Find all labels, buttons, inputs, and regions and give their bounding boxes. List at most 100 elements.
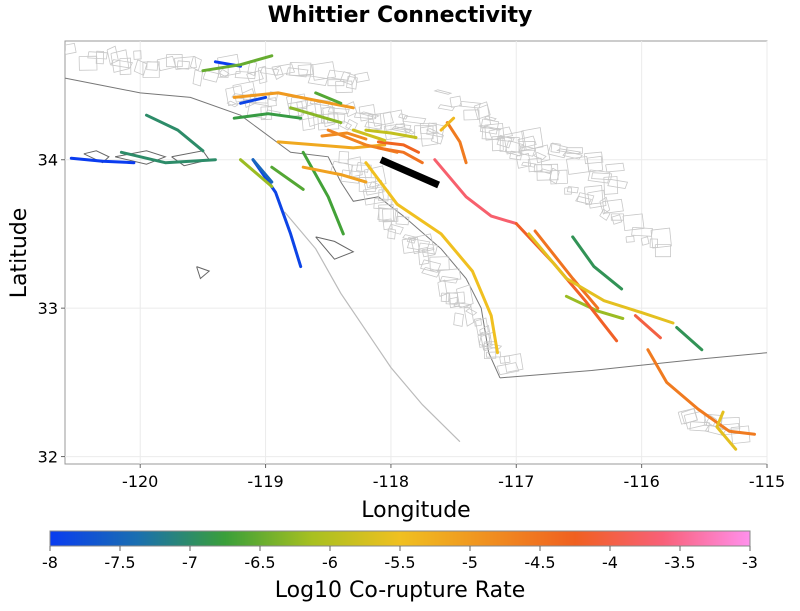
fault-mesh-cell: [599, 196, 611, 215]
fault-mesh-cell: [246, 102, 269, 120]
fault-mesh-cell: [475, 317, 489, 336]
fault-mesh-cell: [483, 115, 497, 122]
fault-mesh-cell: [327, 107, 350, 115]
fault-mesh-cell: [440, 292, 450, 303]
fault-mesh-cell: [339, 71, 357, 86]
coastline: [499, 352, 767, 379]
fault-mesh-cell: [246, 70, 264, 83]
fault-mesh-cell: [549, 169, 568, 185]
fault-mesh-cell: [358, 104, 377, 122]
x-tick-label: -120: [122, 472, 158, 491]
fault-mesh-cell: [119, 57, 132, 76]
fault-mesh-cell: [425, 128, 439, 135]
colorbar-tick-label: -6.5: [244, 553, 275, 572]
fault-mesh-cell: [448, 296, 459, 309]
fault-trace: [364, 161, 499, 355]
fault-mesh-cell: [504, 140, 524, 157]
fault-mesh-cell: [217, 53, 241, 78]
fault-mesh-cell: [110, 49, 130, 73]
fault-trace: [314, 91, 343, 105]
fault-mesh-cell: [517, 135, 537, 149]
fault-mesh-cell: [395, 215, 410, 226]
fault-mesh-cell: [420, 259, 442, 273]
colorbar-tick-label: -7.5: [104, 553, 135, 572]
highlight-fault: [379, 156, 441, 189]
colorbar-label: Log10 Co-rupture Rate: [275, 578, 526, 603]
fault-mesh-cell: [95, 50, 105, 65]
fault-traces: [69, 54, 756, 451]
fault-mesh-cell: [437, 268, 462, 282]
offshore-fault: [283, 211, 461, 443]
chart-title: Whittier Connectivity: [268, 3, 533, 28]
fault-mesh-cell: [267, 97, 277, 107]
fault-mesh-cell: [536, 163, 559, 181]
y-axis-label: Latitude: [7, 208, 32, 299]
fault-mesh-cell: [369, 181, 380, 190]
fault-trace: [564, 294, 625, 320]
fault-mesh-cell: [689, 421, 710, 432]
fault-trace: [646, 348, 756, 436]
fault-trace: [445, 121, 468, 165]
fault-trace: [270, 165, 305, 191]
y-tick-label: 32: [38, 448, 58, 467]
fault-mesh-cell: [166, 54, 183, 68]
fault-trace: [232, 112, 303, 120]
fault-mesh-cell: [437, 104, 456, 112]
fault-mesh-cell: [354, 71, 370, 83]
x-tick-label: -116: [623, 472, 659, 491]
island-outline: [196, 266, 211, 280]
fault-trace: [201, 54, 274, 73]
fault-mesh-cell: [611, 214, 623, 225]
fault-mesh-cell: [358, 177, 377, 193]
fault-mesh-cell: [417, 247, 430, 266]
fault-mesh-cell: [449, 95, 462, 108]
fault-mesh-cell: [202, 70, 220, 83]
y-tick-label: 34: [38, 151, 58, 170]
fault-mesh-cell: [133, 59, 148, 76]
colorbar-tick-label: -3.5: [664, 553, 695, 572]
fault-mesh-cell: [433, 89, 453, 95]
fault-trace: [715, 410, 738, 451]
fault-mesh-cell: [146, 61, 159, 71]
fault-mesh-cell: [382, 218, 393, 231]
fault-mesh-cell: [382, 109, 405, 131]
fault-mesh-cell: [730, 425, 751, 445]
fault-mesh-cell: [453, 302, 472, 309]
fault-mesh-cell: [289, 62, 312, 77]
colorbar-tick-label: -5: [462, 553, 478, 572]
fault-mesh-cell: [550, 142, 561, 154]
fault-mesh-cell: [481, 127, 500, 140]
fault-mesh-cell: [575, 195, 592, 205]
fault-mesh-cell: [414, 125, 434, 140]
fault-trace: [301, 150, 345, 236]
fault-trace: [533, 229, 600, 310]
fault-mesh-cell: [605, 162, 625, 173]
fault-mesh-cell: [566, 186, 579, 194]
fault-mesh-cell: [382, 208, 399, 223]
fault-mesh-cell: [378, 204, 395, 222]
fault-mesh-cell: [234, 71, 257, 80]
colorbar-tick-label: -7: [182, 553, 198, 572]
fault-mesh-cell: [463, 303, 475, 327]
fault-mesh-cell: [534, 144, 551, 164]
fault-mesh-cell: [640, 236, 650, 246]
fault-mesh-cell: [307, 75, 329, 86]
x-tick-label: -118: [373, 472, 409, 491]
fault-mesh-cell: [133, 50, 142, 60]
fault-mesh-cell: [421, 247, 436, 258]
fault-mesh-cell: [353, 112, 374, 120]
fault-mesh-cell: [362, 186, 385, 206]
fault-trace: [301, 165, 368, 184]
colorbar-tick-label: -5.5: [384, 553, 415, 572]
fault-mesh-cell: [297, 64, 315, 76]
fault-mesh-cell: [583, 151, 604, 165]
colorbar: [49, 530, 751, 547]
fault-mesh-cell: [496, 362, 520, 376]
fault-mesh-cell: [607, 178, 629, 189]
fault-mesh-cell: [271, 63, 296, 76]
fault-mesh-cell: [272, 65, 284, 80]
fault-mesh-cell: [420, 125, 439, 147]
fault-mesh-cell: [539, 168, 553, 174]
fault-mesh-cell: [439, 275, 459, 284]
